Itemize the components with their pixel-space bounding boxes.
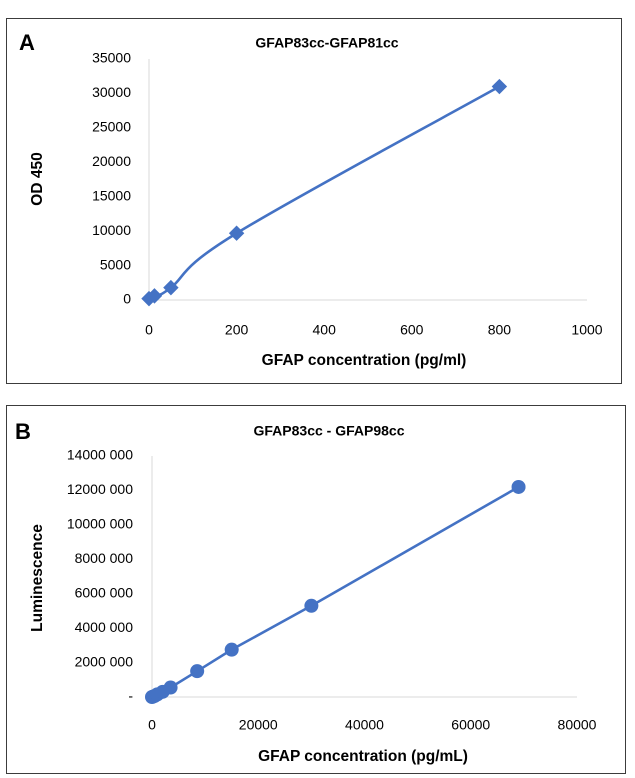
y-tick-label: 4000 000	[75, 619, 134, 635]
y-tick-label: 12000 000	[67, 481, 133, 497]
data-point-marker	[228, 225, 245, 241]
x-tick-label: 400	[313, 322, 337, 338]
x-tick-label: 600	[400, 322, 424, 338]
y-tick-label: 6000 000	[75, 584, 134, 600]
data-point-marker	[224, 642, 239, 657]
y-tick-label: 25000	[92, 119, 131, 135]
x-axis-label: GFAP concentration (pg/ml)	[262, 352, 467, 369]
y-tick-label: 14000 000	[67, 447, 133, 463]
x-tick-label: 1000	[571, 322, 602, 338]
series-line	[148, 85, 501, 300]
y-axis-label: Luminescence	[29, 524, 46, 632]
chart-title: GFAP83cc - GFAP98cc	[254, 423, 405, 439]
x-tick-label: 0	[145, 322, 153, 338]
data-point-marker	[163, 680, 178, 695]
x-tick-label: 800	[488, 322, 512, 338]
series-line	[151, 485, 520, 699]
data-point-marker	[190, 664, 205, 679]
chart-panel-a: A GFAP83cc-GFAP81cc 0 5000 10000 15000 20000 25…	[6, 18, 622, 384]
y-axis-label: OD 450	[29, 152, 46, 205]
x-tick-label: 200	[225, 322, 249, 338]
data-point-marker	[491, 78, 508, 95]
data-point-marker	[511, 479, 526, 494]
x-tick-label: 0	[148, 717, 156, 733]
chart-title: GFAP83cc-GFAP81cc	[255, 35, 398, 51]
y-tick-label: 5000	[100, 256, 131, 272]
y-tick-label: 10000	[92, 222, 131, 238]
x-tick-label: 40000	[345, 717, 384, 733]
chart-a-svg: A GFAP83cc-GFAP81cc0500010000150002000025…	[19, 30, 603, 369]
panel-letter: B	[15, 419, 31, 444]
y-tick-label: 2000 000	[75, 653, 134, 669]
y-tick-label: -	[128, 688, 133, 704]
y-tick-label: 20000	[92, 153, 131, 169]
y-tick-label: 35000	[92, 50, 131, 66]
panel-letter: A	[19, 30, 35, 55]
x-axis-label: GFAP concentration (pg/mL)	[258, 748, 468, 765]
data-point-marker	[304, 598, 319, 613]
x-tick-label: 80000	[558, 717, 597, 733]
y-tick-label: 30000	[92, 84, 131, 100]
x-tick-label: 60000	[451, 717, 490, 733]
chart-b-svg: B GFAP83cc - GFAP98cc - 2000 000 4000 000 600…	[15, 419, 597, 765]
y-tick-label: 0	[123, 291, 131, 307]
x-tick-label: 20000	[239, 717, 278, 733]
data-point-marker	[163, 279, 179, 296]
y-tick-label: 10000 000	[67, 516, 133, 532]
data-point-marker	[146, 288, 163, 304]
y-tick-label: 15000	[92, 187, 131, 203]
y-tick-label: 8000 000	[75, 550, 134, 566]
chart-panel-b: B GFAP83cc - GFAP98cc - 2000 000 4000 000 600…	[6, 405, 626, 774]
